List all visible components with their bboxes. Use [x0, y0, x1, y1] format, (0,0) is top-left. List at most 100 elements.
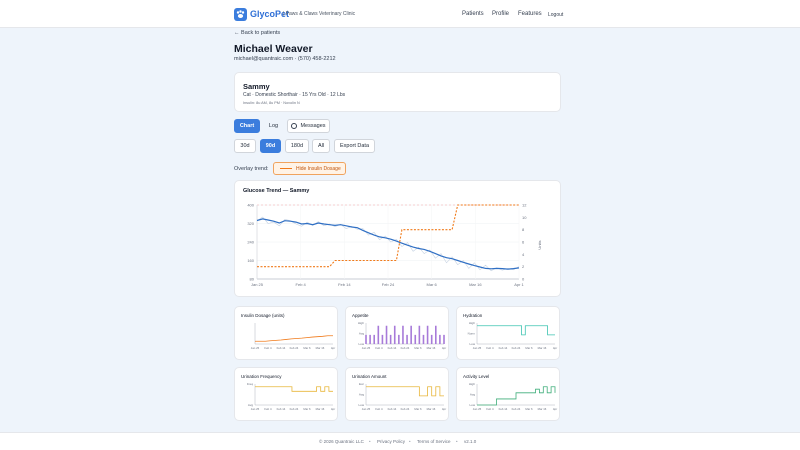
x-tick-label: Mar 6 — [427, 282, 438, 287]
x-tick-label: Feb 4 — [375, 407, 383, 411]
range-30d-label: 30d — [240, 143, 250, 149]
tab-messages[interactable]: Messages — [287, 119, 330, 133]
range-all-label: All — [317, 143, 325, 149]
footer-privacy-link[interactable]: Privacy Policy — [377, 439, 406, 444]
nav-features[interactable]: Features — [518, 11, 542, 17]
back-to-patients-link[interactable]: ← Back to patients — [234, 30, 281, 36]
x-tick-label: Feb 14 — [388, 407, 397, 411]
y-tick-label: Low — [469, 403, 475, 407]
y-tick-label: Low — [358, 403, 364, 407]
nav-profile[interactable]: Profile — [492, 11, 510, 17]
insulin-dosage-card: Insulin Dosage (units) Jan 25 Feb 4 Feb 14… — [234, 306, 338, 360]
activity-level-title: Activity Level — [463, 374, 490, 379]
x-tick-label: Jan 25 — [362, 346, 371, 350]
tab-chart[interactable]: Chart — [234, 119, 260, 133]
x-tick-label: Feb 4 — [375, 346, 383, 350]
y-tick-label: 160 — [247, 258, 254, 263]
nav-patients[interactable]: Patients — [462, 11, 484, 17]
range-90d-button[interactable]: 90d — [260, 139, 281, 153]
x-tick-label: Feb 24 — [290, 346, 299, 350]
x-tick-label: Feb 14 — [499, 346, 508, 350]
x-tick-label: Feb 24 — [401, 407, 410, 411]
footer-version: v2.1.0 — [464, 439, 477, 444]
activity-level-card: Activity Level High Avg Low Jan 25 Feb 4 Feb … — [456, 367, 560, 421]
x-tick-label: Apr 1 — [514, 282, 524, 287]
series-line — [255, 335, 333, 342]
x-tick-label: Jan 25 — [362, 407, 371, 411]
appetite-title: Appetite — [352, 313, 369, 318]
x-tick-label: Mar 16 — [316, 346, 325, 350]
footer-terms-link[interactable]: Terms of Service — [417, 439, 451, 444]
paw-logo-icon[interactable] — [234, 8, 247, 21]
y-tick-label: 400 — [247, 203, 254, 208]
x-tick-label: Apr — [553, 346, 557, 350]
series-line — [477, 386, 556, 406]
y-tick-label: Norm — [468, 332, 476, 336]
message-icon — [291, 123, 298, 129]
y-tick-label: High — [469, 321, 476, 325]
y-tick-label: High — [469, 382, 476, 386]
footer-separator: • — [369, 439, 371, 444]
x-tick-label: Apr — [331, 346, 335, 350]
export-data-button[interactable]: Export Data — [334, 139, 375, 153]
series-line — [255, 386, 333, 392]
footer: © 2026 Quantraic LLC • Privacy Policy • … — [0, 432, 800, 450]
y2-tick-label: 0 — [522, 277, 525, 282]
footer-separator: • — [456, 439, 458, 444]
glucose-trend-card: Glucose Trend — Sammy 80 160 240 320 400 0 2 4 6… — [234, 180, 561, 297]
insulin-line-swatch — [280, 168, 292, 169]
x-tick-label: Apr — [442, 346, 446, 350]
y-tick-label: Avg — [359, 332, 364, 336]
top-bar: GlycoPet | Paws & Claws Veterinary Clini… — [0, 0, 800, 28]
x-tick-label: Feb 4 — [264, 407, 272, 411]
nav-logout[interactable]: Logout — [548, 12, 564, 18]
range-30d-button[interactable]: 30d — [234, 139, 256, 153]
x-tick-label: Feb 14 — [388, 346, 397, 350]
hide-insulin-label: Hide Insulin Dosage — [296, 165, 341, 172]
x-tick-label: Feb 14 — [277, 407, 286, 411]
y2-tick-label: 12 — [522, 203, 527, 208]
patient-name: Michael Weaver — [234, 43, 313, 55]
tab-log[interactable]: Log — [263, 119, 284, 133]
hydration-card: Hydration High Norm Low Jan 25 Feb 4 Feb 14 Fe… — [456, 306, 560, 360]
y2-tick-label: 8 — [522, 227, 525, 232]
hide-insulin-dosage-button[interactable]: Hide Insulin Dosage — [273, 162, 346, 175]
x-tick-label: Mar 6 — [414, 407, 422, 411]
x-tick-label: Mar 6 — [525, 407, 533, 411]
y-tick-label: High — [358, 321, 365, 325]
x-tick-label: Feb 24 — [382, 282, 395, 287]
range-all-button[interactable]: All — [312, 139, 330, 153]
x-tick-label: Apr — [331, 407, 335, 411]
x-tick-label: Mar 16 — [427, 346, 436, 350]
range-180d-button[interactable]: 180d — [285, 139, 309, 153]
x-tick-label: Feb 4 — [264, 346, 272, 350]
x-tick-label: Feb 14 — [338, 282, 351, 287]
clinic-name: | Paws & Claws Veterinary Clinic — [283, 11, 356, 17]
y2-tick-label: 2 — [522, 264, 525, 269]
x-tick-label: Feb 24 — [401, 346, 410, 350]
footer-separator: • — [409, 439, 411, 444]
urination-amount-title: Urination Amount — [352, 374, 387, 379]
glucose-chart[interactable]: 80 160 240 320 400 0 2 4 6 8 10 12 Units Jan 25 Feb 4 F… — [235, 181, 562, 298]
x-tick-label: Mar 6 — [303, 407, 311, 411]
x-tick-label: Feb 14 — [499, 407, 508, 411]
x-tick-label: Feb 24 — [512, 346, 521, 350]
y-tick-label: Avg — [359, 393, 364, 397]
insulin-dosage-chart[interactable]: Jan 25 Feb 4 Feb 14 Feb 24 Mar 6 Mar 16 Apr — [235, 307, 339, 361]
series-line — [366, 386, 444, 397]
overlay-trend-label: Overlay trend: — [234, 166, 269, 172]
insulin-dosage-line — [257, 204, 519, 268]
x-tick-label: Feb 4 — [486, 346, 494, 350]
range-90d-label: 90d — [265, 143, 276, 149]
tab-log-label: Log — [268, 123, 279, 129]
y-tick-label: Avg — [248, 403, 253, 407]
x-tick-label: Jan 25 — [251, 407, 260, 411]
pet-info: Cat · Domestic Shorthair · 15 Yrs Old · … — [243, 92, 346, 98]
brand-name[interactable]: GlycoPet — [250, 9, 290, 19]
x-tick-label: Mar 16 — [427, 407, 436, 411]
